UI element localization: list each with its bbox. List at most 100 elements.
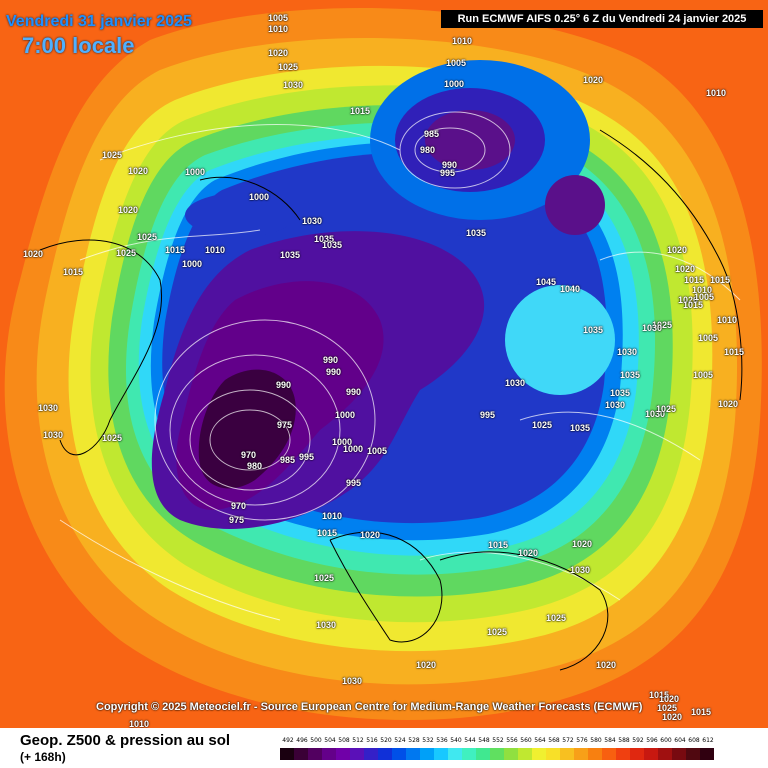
scale-labels: 492 496 500 504 508 512 516 520 524 528 532 536 540 5… <box>280 737 756 747</box>
scale-tick-label: 532 <box>422 737 434 744</box>
scale-tick-label: 492 <box>282 737 294 744</box>
trough-greenland <box>185 193 295 237</box>
pressure-label: 980 <box>420 145 436 155</box>
pressure-label: 1005 <box>367 446 388 456</box>
legend-bar: Geop. Z500 & pression au sol (+ 168h) 49… <box>0 728 768 768</box>
pressure-label: 1015 <box>350 106 371 116</box>
isobars <box>59 111 741 621</box>
scale-tick-label: 544 <box>464 737 476 744</box>
pressure-label: 1020 <box>662 712 683 722</box>
pressure-label: 1035 <box>322 240 343 250</box>
pressure-label: 1030 <box>570 565 591 575</box>
scale-tick-label: 596 <box>646 737 658 744</box>
scale-cell <box>546 748 560 760</box>
pressure-label: 975 <box>277 420 293 430</box>
pressure-label: 1015 <box>683 300 704 310</box>
scale-cell <box>518 748 532 760</box>
scale-tick-label: 584 <box>604 737 616 744</box>
forecast-time: 7:00 locale <box>22 33 135 58</box>
low-cell-ne-center <box>425 110 515 170</box>
pressure-label: 1020 <box>596 660 617 670</box>
pressure-label: 1020 <box>268 48 289 58</box>
scale-cell <box>602 748 616 760</box>
scale-tick-label: 520 <box>380 737 392 744</box>
scale-cell <box>658 748 672 760</box>
pressure-label: 1040 <box>560 284 581 294</box>
pressure-label: 1010 <box>129 719 150 728</box>
pressure-label: 990 <box>326 367 342 377</box>
scale-tick-label: 588 <box>618 737 630 744</box>
pressure-label: 1030 <box>283 80 304 90</box>
pressure-label: 1035 <box>610 388 631 398</box>
pressure-label: 1005 <box>268 13 289 23</box>
pressure-label: 985 <box>424 129 440 139</box>
pressure-label: 1025 <box>278 62 299 72</box>
pressure-label: 1015 <box>684 275 705 285</box>
pressure-label: 1025 <box>487 627 508 637</box>
pressure-label: 970 <box>231 501 247 511</box>
scale-cell <box>672 748 686 760</box>
pressure-label: 1010 <box>268 24 289 34</box>
scale-tick-label: 536 <box>436 737 448 744</box>
scale-cell <box>406 748 420 760</box>
pressure-label: 1035 <box>466 228 487 238</box>
scale-cell <box>294 748 308 760</box>
pressure-label: 1030 <box>505 378 526 388</box>
pressure-label: 1025 <box>102 433 123 443</box>
pressure-label: 1010 <box>706 88 727 98</box>
pressure-label: 1030 <box>38 403 59 413</box>
scale-tick-label: 576 <box>576 737 588 744</box>
pressure-label: 1015 <box>488 540 509 550</box>
scale-tick-label: 548 <box>478 737 490 744</box>
scale-tick-label: 504 <box>324 737 336 744</box>
pressure-label: 1030 <box>617 347 638 357</box>
pressure-label: 1000 <box>182 259 203 269</box>
color-scale: 492 496 500 504 508 512 516 520 524 528 532 536 540 5… <box>280 737 756 761</box>
pressure-label: 1020 <box>23 249 44 259</box>
pressure-label: 1020 <box>360 530 381 540</box>
scale-cell <box>560 748 574 760</box>
pressure-label: 1000 <box>249 192 270 202</box>
pressure-label: 1030 <box>642 323 663 333</box>
scale-cell <box>350 748 364 760</box>
pressure-label: 1010 <box>322 511 343 521</box>
scale-cell <box>364 748 378 760</box>
scale-tick-label: 512 <box>352 737 364 744</box>
map-canvas <box>0 0 768 728</box>
pressure-label: 1030 <box>645 409 666 419</box>
scale-tick-label: 556 <box>506 737 518 744</box>
pressure-label: 1035 <box>570 423 591 433</box>
pressure-label: 1015 <box>63 267 84 277</box>
scale-tick-label: 552 <box>492 737 504 744</box>
pressure-label: 990 <box>323 355 339 365</box>
pressure-label: 1010 <box>717 315 738 325</box>
pressure-label: 1000 <box>444 79 465 89</box>
scale-tick-label: 516 <box>366 737 378 744</box>
pressure-label: 1015 <box>724 347 745 357</box>
pressure-label: 1010 <box>205 245 226 255</box>
scale-cell <box>700 748 714 760</box>
height-band-496 <box>198 369 296 489</box>
pressure-label: 1025 <box>656 404 677 414</box>
scale-cell <box>686 748 700 760</box>
low-cell-east <box>545 175 605 235</box>
pressure-label: 1020 <box>572 539 593 549</box>
scale-cells <box>280 748 714 760</box>
pressure-label: 995 <box>346 478 362 488</box>
lead-time-label: (+ 168h) <box>20 750 66 764</box>
pressure-label: 1015 <box>649 690 670 700</box>
scale-cell <box>378 748 392 760</box>
pressure-label: 990 <box>346 387 362 397</box>
scale-cell <box>490 748 504 760</box>
coastlines <box>39 129 743 671</box>
pressure-label: 1005 <box>446 58 467 68</box>
scale-cell <box>336 748 350 760</box>
pressure-label: 1025 <box>657 703 678 713</box>
pressure-label: 975 <box>229 515 245 525</box>
pressure-label: 1010 <box>452 36 473 46</box>
pressure-label: 1000 <box>343 444 364 454</box>
scale-tick-label: 580 <box>590 737 602 744</box>
pressure-label: 985 <box>280 455 296 465</box>
pressure-label: 1020 <box>416 660 437 670</box>
pressure-label: 1025 <box>137 232 158 242</box>
